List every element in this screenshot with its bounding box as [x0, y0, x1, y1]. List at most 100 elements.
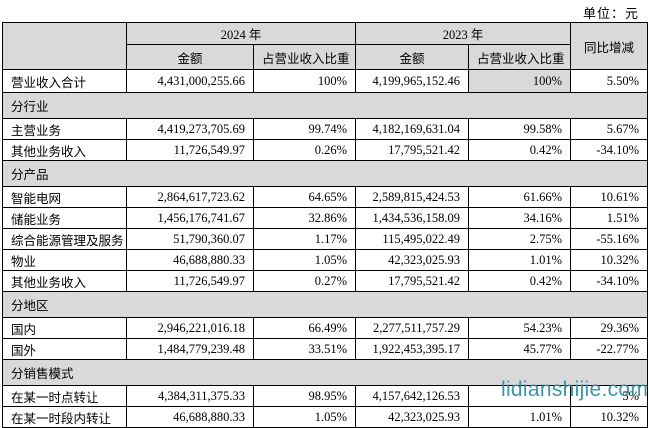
amount-2024-cell: 11,726,549.97: [126, 270, 254, 292]
section-header-cell: 分行业: [1, 92, 649, 119]
ratio-header-2024: 占营业收入比重: [252, 44, 357, 70]
header-row-years: 2024 年 2023 年 同比增减: [2, 22, 649, 70]
yoy-cell: 5.50%: [570, 69, 649, 93]
amount-2023-cell: 1,922,453,395.17: [355, 338, 470, 360]
table-row: 国内 2,946,221,016.18 66.49% 2,277,511,757…: [2, 317, 649, 339]
yoy-cell: 5.67%: [570, 118, 649, 140]
ratio-2024-cell: 64.65%: [252, 186, 357, 208]
row-label-cell: 物业: [2, 249, 127, 271]
amount-2023-cell: 42,323,025.93: [355, 406, 470, 428]
ratio-2024-cell: 1.05%: [252, 406, 357, 428]
ratio-2023-cell: [468, 385, 572, 407]
yoy-cell: -34.10%: [570, 139, 649, 161]
ratio-2024-cell: 0.27%: [252, 270, 357, 292]
amount-2024-cell: 2,864,617,723.62: [126, 186, 254, 208]
amount-2023-cell: 42,323,025.93: [355, 249, 470, 271]
ratio-header-2023: 占营业收入比重: [468, 44, 572, 70]
table-row: 在某一时段内转让 46,688,880.33 1.05% 42,323,025.…: [2, 406, 649, 428]
row-label-cell: 储能业务: [2, 207, 127, 229]
ratio-2024-cell: 66.49%: [252, 317, 357, 339]
amount-header-2023: 金额: [355, 44, 470, 70]
table-row-total: 营业收入合计 4,431,000,255.66 100% 4,199,965,1…: [2, 69, 649, 93]
ratio-2024-cell: 1.17%: [252, 228, 357, 250]
amount-2024-cell: 2,946,221,016.18: [126, 317, 254, 339]
table-row: 综合能源管理及服务 51,790,360.07 1.17% 115,495,02…: [2, 228, 649, 250]
year-2023-header: 2023 年: [355, 22, 572, 45]
amount-2023-cell: 4,157,642,126.53: [355, 385, 470, 407]
table-row: 主营业务 4,419,273,705.69 99.74% 4,182,169,6…: [2, 118, 649, 140]
ratio-2023-cell: 1.01%: [468, 406, 572, 428]
row-label-cell: 综合能源管理及服务: [2, 228, 127, 250]
yoy-cell: 10.61%: [570, 186, 649, 208]
row-label-cell: 在某一时点转让: [2, 385, 127, 407]
yoy-cell: 29.36%: [570, 317, 649, 339]
table-row: 在某一时点转让 4,384,311,375.33 98.95% 4,157,64…: [2, 385, 649, 407]
section-header-cell: 分产品: [1, 160, 649, 187]
ratio-2024-cell: 98.95%: [252, 385, 357, 407]
section-row-product: 分产品: [1, 160, 649, 187]
section-row-region: 分地区: [1, 291, 649, 318]
ratio-2023-cell: 2.75%: [468, 228, 572, 250]
amount-2024-cell: 46,688,880.33: [126, 249, 254, 271]
amount-2024-cell: 1,456,176,741.67: [126, 207, 254, 229]
yoy-cell: 10.32%: [570, 406, 649, 428]
amount-2024-cell: 4,419,273,705.69: [126, 118, 254, 140]
amount-2024-cell: 4,431,000,255.66: [126, 69, 254, 93]
row-label-cell: 国外: [2, 338, 127, 360]
amount-2023-cell: 4,199,965,152.46: [355, 69, 470, 93]
ratio-2023-cell: 0.42%: [468, 139, 572, 161]
amount-2023-cell: 1,434,536,158.09: [355, 207, 470, 229]
table-row: 国外 1,484,779,239.48 33.51% 1,922,453,395…: [2, 338, 649, 360]
ratio-2024-cell: 100%: [252, 69, 357, 93]
yoy-cell: -55.16%: [570, 228, 649, 250]
ratio-2023-cell: 54.23%: [468, 317, 572, 339]
row-label-cell: 营业收入合计: [2, 69, 127, 93]
table-row: 其他业务收入 11,726,549.97 0.27% 17,795,521.42…: [2, 270, 649, 292]
corner-cell: [2, 22, 127, 70]
amount-2024-cell: 11,726,549.97: [126, 139, 254, 161]
ratio-2023-cell: 100%: [468, 69, 572, 93]
yoy-cell: 5%: [570, 385, 649, 407]
amount-header-2024: 金额: [126, 44, 254, 70]
ratio-2024-cell: 33.51%: [252, 338, 357, 360]
table-row: 物业 46,688,880.33 1.05% 42,323,025.93 1.0…: [2, 249, 649, 271]
ratio-2024-cell: 99.74%: [252, 118, 357, 140]
revenue-breakdown-table: 2024 年 2023 年 同比增减 金额 占营业收入比重 金额 占营业收入比重…: [1, 22, 649, 428]
unit-label: 单位：元: [582, 6, 639, 21]
yoy-header: 同比增减: [570, 22, 649, 70]
amount-2023-cell: 4,182,169,631.04: [355, 118, 470, 140]
ratio-2023-cell: 61.66%: [468, 186, 572, 208]
table-row: 储能业务 1,456,176,741.67 32.86% 1,434,536,1…: [2, 207, 649, 229]
table-row: 智能电网 2,864,617,723.62 64.65% 2,589,815,4…: [2, 186, 649, 208]
row-label-cell: 智能电网: [2, 186, 127, 208]
row-label-cell: 主营业务: [2, 118, 127, 140]
year-2024-header: 2024 年: [125, 22, 357, 45]
ratio-2023-cell: 45.77%: [468, 338, 572, 360]
section-row-industry: 分行业: [1, 92, 649, 119]
ratio-2023-cell: 99.58%: [468, 118, 572, 140]
yoy-cell: -22.77%: [570, 338, 649, 360]
row-label-cell: 国内: [2, 317, 127, 339]
section-row-sales-model: 分销售模式: [1, 359, 649, 386]
amount-2024-cell: 46,688,880.33: [126, 406, 254, 428]
amount-2024-cell: 4,384,311,375.33: [126, 385, 254, 407]
amount-2023-cell: 17,795,521.42: [355, 139, 470, 161]
amount-2024-cell: 1,484,779,239.48: [126, 338, 254, 360]
amount-2024-cell: 51,790,360.07: [126, 228, 254, 250]
ratio-2023-cell: 34.16%: [468, 207, 572, 229]
row-label-cell: 其他业务收入: [2, 139, 127, 161]
ratio-2024-cell: 32.86%: [252, 207, 357, 229]
ratio-2024-cell: 0.26%: [252, 139, 357, 161]
ratio-2023-cell: 0.42%: [468, 270, 572, 292]
yoy-cell: 10.32%: [570, 249, 649, 271]
row-label-cell: 在某一时段内转让: [2, 406, 127, 428]
section-header-cell: 分销售模式: [1, 359, 649, 386]
table-row: 其他业务收入 11,726,549.97 0.26% 17,795,521.42…: [2, 139, 649, 161]
amount-2023-cell: 2,277,511,757.29: [355, 317, 470, 339]
row-label-cell: 其他业务收入: [2, 270, 127, 292]
amount-2023-cell: 115,495,022.49: [355, 228, 470, 250]
header-row-metrics: 金额 占营业收入比重 金额 占营业收入比重: [3, 44, 648, 70]
ratio-2024-cell: 1.05%: [252, 249, 357, 271]
yoy-cell: 1.51%: [570, 207, 649, 229]
